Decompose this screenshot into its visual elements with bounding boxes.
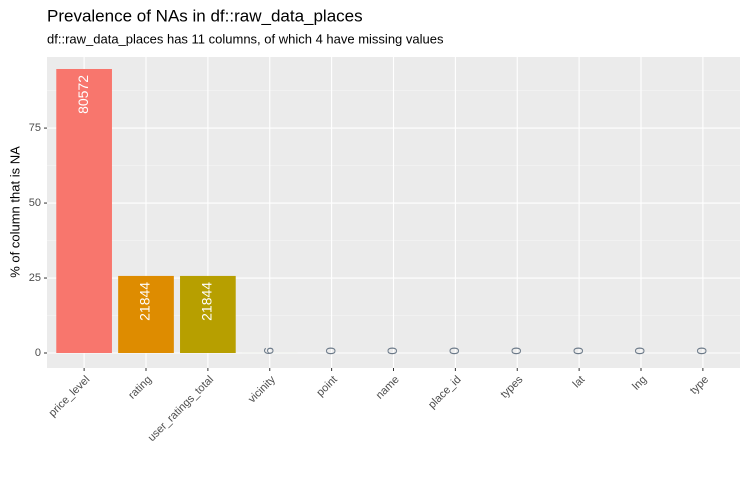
data-label: 21844 — [199, 282, 215, 321]
x-tick-label: lat — [571, 374, 588, 391]
y-tick-label: 0 — [35, 347, 41, 359]
x-tick-label: types — [498, 373, 525, 400]
x-tick-label: name — [374, 374, 402, 402]
data-label: 0 — [322, 347, 338, 355]
data-label: 6 — [260, 347, 276, 355]
data-label: 0 — [508, 347, 524, 355]
x-tick-label: place_id — [426, 374, 463, 411]
y-tick-label: 75 — [29, 122, 41, 134]
y-tick-label: 25 — [29, 272, 41, 284]
data-label: 21844 — [137, 282, 153, 321]
x-tick-label: lng — [630, 374, 649, 393]
bar — [180, 275, 236, 354]
x-tick-label: user_ratings_total — [146, 374, 216, 444]
bar — [56, 68, 112, 354]
data-label: 0 — [632, 347, 648, 355]
y-tick-label: 50 — [29, 197, 41, 209]
chart-title: Prevalence of NAs in df::raw_data_places — [47, 6, 363, 25]
data-label: 80572 — [75, 75, 91, 114]
data-label: 0 — [446, 347, 462, 355]
x-tick-label: vicinity — [246, 373, 278, 405]
y-axis-label: % of column that is NA — [7, 146, 22, 278]
x-tick-label: type — [688, 374, 711, 397]
x-tick-label: point — [314, 374, 339, 399]
data-label: 0 — [694, 347, 710, 355]
x-tick-label: rating — [126, 374, 154, 402]
data-label: 0 — [384, 347, 400, 355]
data-label: 0 — [570, 347, 586, 355]
bar — [118, 275, 174, 354]
chart-subtitle: df::raw_data_places has 11 columns, of w… — [47, 31, 444, 46]
x-tick-label: price_level — [47, 374, 93, 420]
